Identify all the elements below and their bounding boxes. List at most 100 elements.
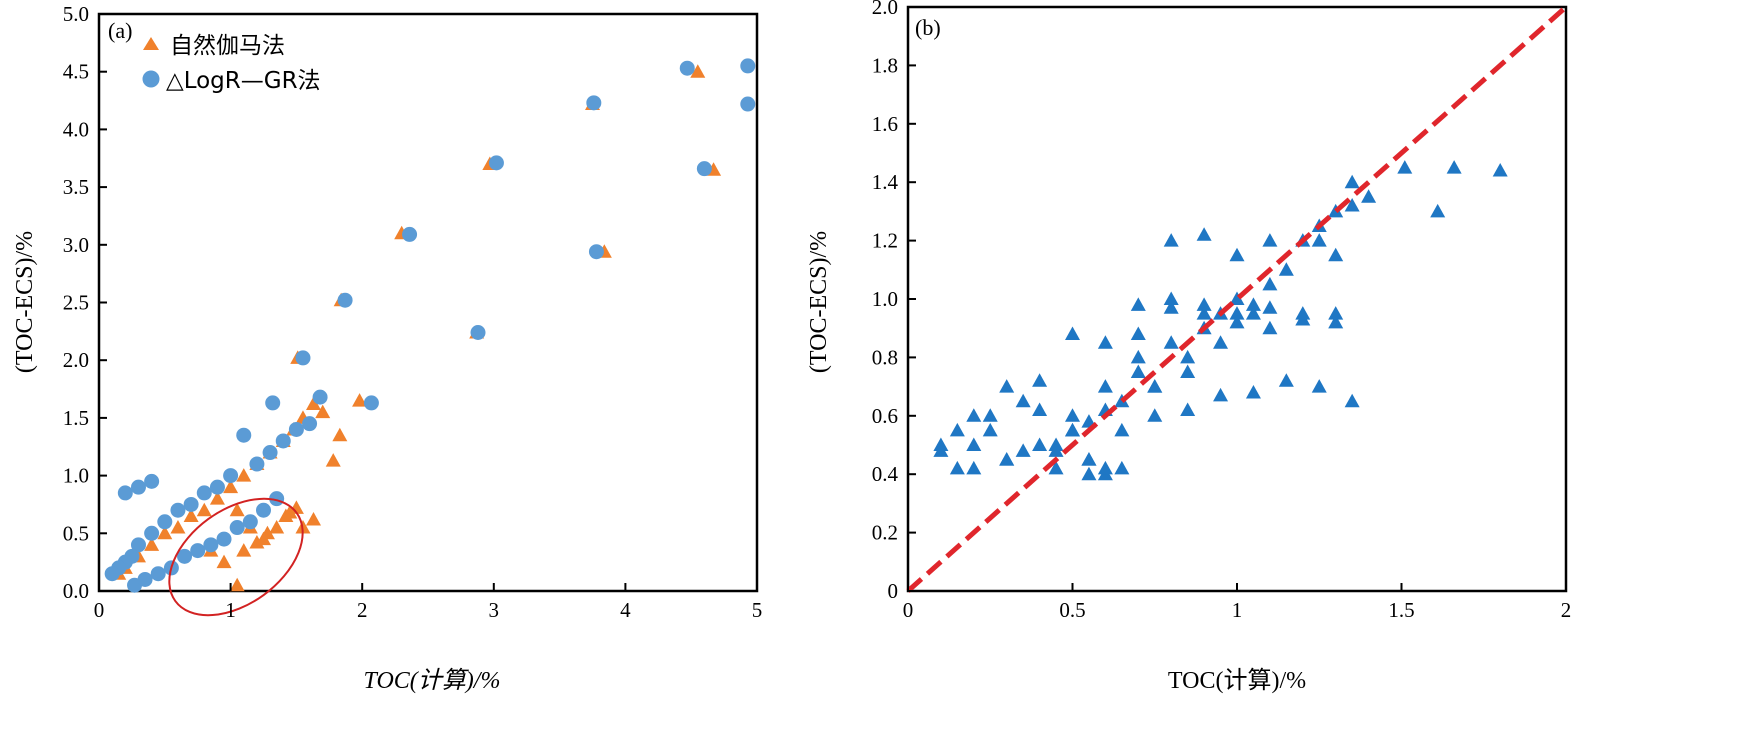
chart-b-point-triangle: [1245, 384, 1261, 399]
chart-a-x-tick-label: 4: [620, 598, 631, 622]
chart-a-point-triangle: [282, 505, 298, 519]
chart-a-point-circle: [295, 350, 311, 366]
chart-a-point-triangle: [256, 531, 271, 546]
chart-b-point-triangle: [1081, 466, 1097, 481]
chart-a-y-tick-label: 2.0: [63, 348, 89, 372]
chart-b-x-tick-label: 2: [1561, 598, 1572, 622]
chart-a-point-circle: [144, 525, 160, 541]
chart-b-point-triangle: [1163, 300, 1179, 314]
chart-b-point-triangle: [1196, 306, 1212, 320]
chart-a-point-circle: [170, 502, 186, 518]
chart-a-point-circle: [488, 155, 504, 171]
chart-b-point-triangle: [1344, 174, 1360, 189]
chart-b-point-triangle: [1163, 291, 1179, 305]
chart-b-y-axis: 0 0.2 0.4 0.6 0.8 1.0 1.2 1.4 1.6 1.8 2.0: [872, 0, 916, 603]
chart-b-point-triangle: [1130, 326, 1146, 341]
chart-a-point-circle: [740, 58, 756, 74]
chart-b-point-triangle: [1015, 393, 1031, 408]
chart-a-point-triangle: [183, 508, 199, 522]
chart-a-y-tick-label: 0.0: [63, 579, 89, 603]
chart-a-point-triangle: [690, 64, 706, 78]
chart-a-y-tick-label: 1.0: [63, 464, 89, 488]
chart-b-y-tick-label: 0.2: [872, 521, 898, 545]
chart-b-point-triangle: [1032, 402, 1048, 416]
chart-a-point-circle: [275, 433, 291, 449]
chart-b-point-triangle: [1097, 335, 1113, 349]
chart-a-point-circle: [223, 468, 239, 484]
chart-b-point-triangle: [1311, 233, 1327, 247]
chart-b-point-triangle: [1015, 443, 1031, 457]
chart-b-x-tick-label: 1.5: [1388, 598, 1414, 622]
chart-b-point-triangle: [1328, 314, 1344, 329]
chart-a-y-tick-label: 4.0: [63, 117, 89, 141]
chart-a-point-circle: [183, 496, 199, 512]
chart-a-point-triangle: [352, 393, 368, 407]
chart-a-x-tick-label: 0: [94, 598, 105, 622]
chart-b-point-triangle: [1295, 306, 1311, 320]
chart-a-annotation-ellipse: [168, 497, 304, 617]
chart-b-point-triangle: [1213, 335, 1229, 349]
chart-b-point-triangle: [1328, 247, 1344, 262]
chart-b-point-triangle: [1196, 297, 1212, 311]
chart-b-point-triangle: [1229, 291, 1245, 305]
chart-a-point-triangle: [229, 502, 245, 517]
chart-a-point-triangle: [196, 502, 212, 517]
chart-a-point-circle: [288, 421, 304, 437]
chart-a-x-tick-label: 5: [752, 598, 763, 622]
chart-b-point-triangle: [1065, 326, 1080, 341]
chart-a-point-triangle: [144, 537, 160, 551]
chart-b-point-triangle: [966, 437, 982, 451]
chart-b: (b) 0 0.5 1 1.5 2 0 0.2 0.4 0.6 0.8 1.0 1.2 1.4 1.6 1…: [806, 0, 1571, 694]
chart-a-point-circle: [209, 479, 225, 495]
chart-a-point-circle: [586, 95, 602, 111]
chart-b-point-triangle: [1180, 402, 1196, 416]
chart-a-point-triangle: [216, 554, 232, 569]
chart-a-y-axis: 0.0 0.5 1.0 1.5 2.0 2.5 3.0 3.5 4.0 4.5 5.0: [63, 2, 107, 603]
chart-a-point-circle: [196, 485, 212, 501]
chart-b-point-triangle: [1180, 349, 1196, 364]
chart-b-point-triangle: [1097, 379, 1113, 393]
chart-a-point-triangle: [236, 468, 252, 482]
chart-a-point-circle: [470, 325, 486, 341]
chart-a-point-circle: [696, 161, 712, 177]
chart-a-point-circle: [157, 514, 173, 530]
chart-a-point-circle: [588, 244, 604, 260]
chart-a-legend-triangle-marker: [143, 37, 159, 50]
chart-a-x-axis: 0 1 2 3 4 5: [94, 583, 763, 622]
chart-b-point-triangle: [1397, 160, 1413, 174]
chart-a-point-circle: [312, 389, 328, 405]
chart-a-point-circle: [363, 395, 379, 411]
chart-a-point-circle: [249, 456, 265, 472]
chart-a: (a) 0 1 2 3 4 5 0.0 0.5 1.0 1.5 2.0 2.5 3.0 3.5 4.0 4.…: [12, 2, 762, 694]
chart-b-point-triangle: [1196, 227, 1212, 241]
chart-b-point-triangle: [982, 422, 998, 437]
chart-b-point-triangle: [982, 408, 998, 422]
chart-a-point-triangle: [157, 525, 173, 540]
chart-b-point-triangle: [1065, 422, 1080, 437]
chart-b-point-triangle: [1032, 373, 1048, 387]
chart-a-point-circle: [203, 537, 219, 553]
chart-a-y-tick-label: 3.0: [63, 233, 89, 257]
chart-b-x-tick-label: 0: [903, 598, 914, 622]
chart-a-point-triangle: [315, 404, 331, 419]
chart-a-y-tick-label: 1.5: [63, 406, 89, 430]
chart-b-point-triangle: [1163, 335, 1179, 349]
chart-a-point-circle: [216, 531, 232, 547]
chart-b-point-triangle: [1328, 306, 1344, 320]
chart-a-point-triangle: [170, 520, 186, 534]
chart-a-point-circle: [679, 60, 695, 76]
chart-a-point-triangle: [269, 520, 285, 534]
chart-a-point-triangle: [306, 511, 322, 526]
chart-b-point-triangle: [999, 379, 1015, 393]
chart-a-point-circle: [402, 226, 418, 242]
chart-a-marks: [104, 58, 756, 593]
chart-a-legend-circle-marker: [142, 70, 160, 88]
chart-b-point-triangle: [1130, 297, 1146, 311]
chart-a-panel-label: (a): [108, 18, 132, 43]
chart-b-reference-line: [906, 5, 1568, 593]
chart-b-point-triangle: [1361, 189, 1377, 203]
chart-a-point-circle: [262, 445, 278, 461]
chart-b-point-triangle: [1032, 437, 1048, 451]
chart-b-point-triangle: [1048, 443, 1064, 457]
